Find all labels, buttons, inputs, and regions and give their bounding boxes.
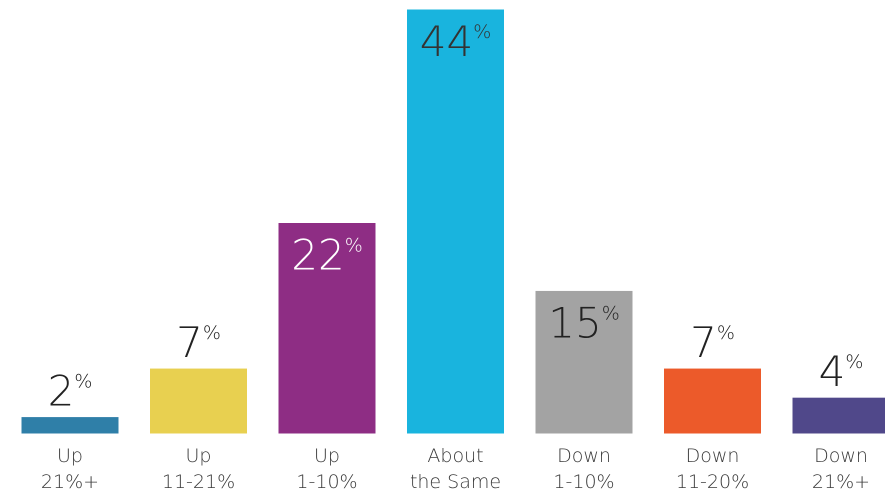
- category-label-3-line-1: the Same: [410, 471, 501, 493]
- value-label-0: 2%: [48, 367, 93, 416]
- bar-0: [18, 414, 122, 437]
- category-label-4-line-1: 1-10%: [553, 471, 614, 493]
- category-label-1-line-0: Up: [186, 445, 212, 467]
- category-label-3-line-0: About: [427, 445, 483, 467]
- category-labels-group: Up 21%+ Up 11-21% Up 1-10% About the Same Down 1-…: [41, 445, 870, 493]
- category-label-1-line-1: 11-21%: [162, 471, 235, 493]
- bar-1: [147, 365, 250, 437]
- value-label-3: 44%: [420, 17, 492, 66]
- bar-4: [532, 287, 636, 437]
- category-label-5-line-1: 11-20%: [676, 471, 749, 493]
- value-labels-group: 2% 7% 22% 44% 15% 7% 4%: [48, 17, 864, 416]
- bar-5: [661, 365, 764, 437]
- category-label-0-line-1: 21%+: [41, 471, 99, 493]
- value-label-6: 4%: [819, 347, 864, 396]
- category-label-5-line-0: Down: [686, 445, 740, 467]
- category-label-2-line-1: 1-10%: [296, 471, 357, 493]
- bar-3: [404, 6, 507, 437]
- bar-2: [275, 220, 379, 437]
- bars-group: [18, 6, 885, 437]
- category-label-6-line-0: Down: [814, 445, 868, 467]
- bar-6: [789, 394, 885, 437]
- value-label-5: 7%: [690, 318, 735, 367]
- value-label-1: 7%: [176, 318, 221, 367]
- category-label-4-line-0: Down: [557, 445, 611, 467]
- value-label-2: 22%: [291, 231, 363, 280]
- category-label-2-line-0: Up: [314, 445, 340, 467]
- category-label-6-line-1: 21%+: [812, 471, 870, 493]
- value-label-4: 15%: [548, 298, 620, 347]
- category-label-0-line-0: Up: [57, 445, 83, 467]
